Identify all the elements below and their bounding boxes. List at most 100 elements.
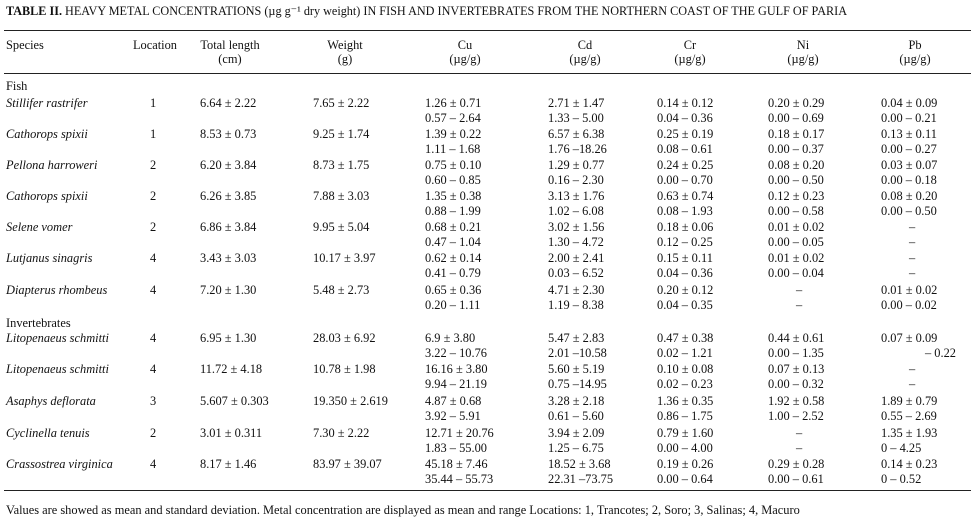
header-weight-label: Weight <box>327 38 363 52</box>
species-name: Litopenaeus schmitti <box>6 362 109 376</box>
pb-mean: 0.13 ± 0.11 <box>881 127 937 141</box>
species-name: Selene vomer <box>6 220 73 234</box>
cu-mean: 6.9 ± 3.80 <box>425 331 476 345</box>
ni-range: 0.00 – 1.35 <box>768 346 824 360</box>
header-cd-unit: (µg/g) <box>569 52 601 66</box>
cr-range: 0.02 – 1.21 <box>657 346 713 360</box>
header-pb-label: Pb <box>908 38 922 52</box>
cd-range: 0.61 – 5.60 <box>548 409 604 423</box>
cd-mean: 2.00 ± 2.41 <box>548 251 605 265</box>
table-caption: TABLE II. HEAVY METAL CONCENTRATIONS (µg… <box>6 4 971 19</box>
location-value: 1 <box>150 96 157 110</box>
location-value: 2 <box>150 189 157 203</box>
header-weight: Weight (g) <box>310 38 380 66</box>
pb-mean: 0.04 ± 0.09 <box>881 96 938 110</box>
cr-range: 0.86 – 1.75 <box>657 409 713 423</box>
ni-range: 0.00 – 0.58 <box>768 204 824 218</box>
pb-mean: 0.14 ± 0.23 <box>881 457 938 471</box>
cr-mean: 0.20 ± 0.12 <box>657 283 714 297</box>
group-label-invertebrates: Invertebrates <box>6 316 71 330</box>
cd-mean: 4.71 ± 2.30 <box>548 283 605 297</box>
cu-range: 1.83 – 55.00 <box>425 441 487 455</box>
pb-mean: – <box>909 220 916 234</box>
ni-range: 0.00 – 0.50 <box>768 173 824 187</box>
length-value: 6.86 ± 3.84 <box>200 220 257 234</box>
cu-range: 1.11 – 1.68 <box>425 142 481 156</box>
ni-range: 0.00 – 0.61 <box>768 472 824 486</box>
header-pb-unit: (µg/g) <box>899 52 931 66</box>
ni-range: 0.00 – 0.04 <box>768 266 824 280</box>
weight-value: 5.48 ± 2.73 <box>313 283 370 297</box>
ni-mean: 0.08 ± 0.20 <box>768 158 825 172</box>
pb-mean: 1.89 ± 0.79 <box>881 394 938 408</box>
cd-range: 0.03 – 6.52 <box>548 266 604 280</box>
header-location: Location <box>132 38 178 52</box>
cu-range: 3.22 – 10.76 <box>425 346 487 360</box>
cu-mean: 12.71 ± 20.76 <box>425 426 494 440</box>
header-length: Total length (cm) <box>195 38 265 66</box>
header-cu-unit: (µg/g) <box>449 52 481 66</box>
location-value: 1 <box>150 127 157 141</box>
ni-mean: 0.07 ± 0.13 <box>768 362 825 376</box>
weight-value: 7.30 ± 2.22 <box>313 426 370 440</box>
cr-mean: 0.19 ± 0.26 <box>657 457 714 471</box>
header-cr-unit: (µg/g) <box>674 52 706 66</box>
header-ni-label: Ni <box>796 38 810 52</box>
ni-mean: 0.01 ± 0.02 <box>768 220 825 234</box>
cu-mean: 0.65 ± 0.36 <box>425 283 482 297</box>
pb-mean: 0.07 ± 0.09 <box>881 331 938 345</box>
pb-range: – <box>909 235 916 249</box>
species-name: Cathorops spixii <box>6 189 88 203</box>
cd-mean: 3.02 ± 1.56 <box>548 220 605 234</box>
cd-mean: 6.57 ± 6.38 <box>548 127 605 141</box>
header-length-label: Total length <box>200 38 260 52</box>
cu-range: 0.57 – 2.64 <box>425 111 481 125</box>
cd-mean: 1.29 ± 0.77 <box>548 158 605 172</box>
ni-range: 0.00 – 0.69 <box>768 111 824 125</box>
header-cu: Cu (µg/g) <box>430 38 500 66</box>
cd-mean: 3.28 ± 2.18 <box>548 394 605 408</box>
cd-range: 2.01 –10.58 <box>548 346 607 360</box>
ni-mean: 0.12 ± 0.23 <box>768 189 825 203</box>
cu-mean: 16.16 ± 3.80 <box>425 362 488 376</box>
pb-mean: 0.03 ± 0.07 <box>881 158 938 172</box>
species-name: Crassostrea virginica <box>6 457 113 471</box>
species-name: Diapterus rhombeus <box>6 283 108 297</box>
cd-mean: 3.13 ± 1.76 <box>548 189 605 203</box>
location-value: 4 <box>150 457 157 471</box>
pb-range: 0.55 – 2.69 <box>881 409 937 423</box>
header-cr: Cr (µg/g) <box>655 38 725 66</box>
cu-mean: 1.26 ± 0.71 <box>425 96 482 110</box>
pb-mean: – <box>909 362 916 376</box>
pb-range: – 0.22 <box>925 346 956 360</box>
cu-range: 0.20 – 1.11 <box>425 298 481 312</box>
cd-mean: 5.47 ± 2.83 <box>548 331 605 345</box>
header-length-unit: (cm) <box>218 52 242 66</box>
length-value: 3.43 ± 3.03 <box>200 251 257 265</box>
cr-mean: 1.36 ± 0.35 <box>657 394 714 408</box>
group-label-fish: Fish <box>6 79 28 93</box>
ni-mean: 0.44 ± 0.61 <box>768 331 825 345</box>
cr-mean: 0.47 ± 0.38 <box>657 331 714 345</box>
ni-mean: 0.01 ± 0.02 <box>768 251 825 265</box>
weight-value: 7.65 ± 2.22 <box>313 96 370 110</box>
cr-range: 0.04 – 0.35 <box>657 298 713 312</box>
species-name: Asaphys deflorata <box>6 394 96 408</box>
cr-range: 0.04 – 0.36 <box>657 266 713 280</box>
pb-mean: 1.35 ± 1.93 <box>881 426 938 440</box>
weight-value: 8.73 ± 1.75 <box>313 158 370 172</box>
header-rule <box>4 73 971 74</box>
cu-mean: 0.68 ± 0.21 <box>425 220 482 234</box>
cr-mean: 0.63 ± 0.74 <box>657 189 714 203</box>
pb-range: 0.00 – 0.21 <box>881 111 937 125</box>
ni-mean: – <box>796 283 803 297</box>
cr-range: 0.08 – 0.61 <box>657 142 713 156</box>
ni-mean: – <box>796 426 803 440</box>
ni-range: 1.00 – 2.52 <box>768 409 824 423</box>
cr-mean: 0.25 ± 0.19 <box>657 127 714 141</box>
cd-range: 22.31 –73.75 <box>548 472 614 486</box>
length-value: 8.53 ± 0.73 <box>200 127 257 141</box>
cu-mean: 45.18 ± 7.46 <box>425 457 488 471</box>
pb-mean: 0.08 ± 0.20 <box>881 189 938 203</box>
cr-mean: 0.14 ± 0.12 <box>657 96 714 110</box>
